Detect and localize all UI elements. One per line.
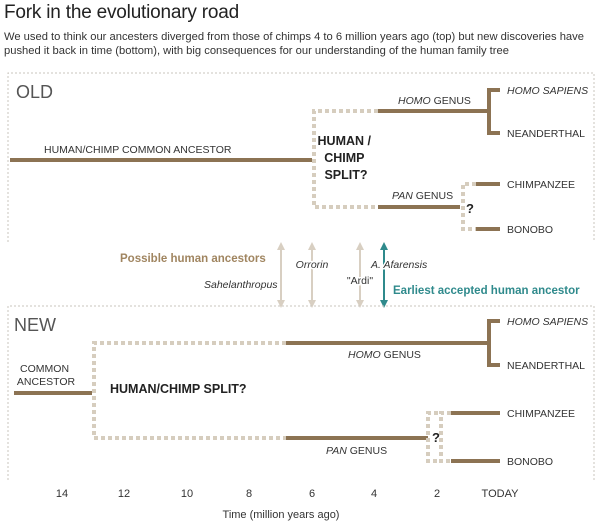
new-homo-genus-label: HOMO GENUS xyxy=(348,349,421,361)
old-panel-frame xyxy=(7,72,595,242)
new-pan-dotted-fork-left xyxy=(426,411,438,463)
page-subtitle: We used to think our ancesters diverged … xyxy=(4,31,584,57)
new-pan-question: ? xyxy=(432,430,440,445)
new-neanderthal-label: NEANDERTHAL xyxy=(507,360,585,372)
page-title: Fork in the evolutionary road xyxy=(4,2,239,23)
new-homo-sapiens-label: HOMO SAPIENS xyxy=(507,316,588,328)
earliest-accepted-label: Earliest accepted human ancestor xyxy=(393,285,580,297)
sahelanthropus-label: Sahelanthropus xyxy=(204,279,278,291)
orrorin-label: Orrorin xyxy=(296,259,329,271)
axis-tick-12: 12 xyxy=(118,488,130,500)
old-split-dotted-bracket xyxy=(312,109,378,209)
possible-ancestors-label: Possible human ancestors xyxy=(120,253,266,265)
axis-tick-10: 10 xyxy=(181,488,193,500)
old-bonobo-label: BONOBO xyxy=(507,224,553,236)
old-panel: OLD HUMAN/CHIMP COMMON ANCESTOR HUMAN / … xyxy=(7,72,595,242)
old-neanderthal-label: NEANDERTHAL xyxy=(507,128,585,140)
old-homo-sapiens-label: HOMO SAPIENS xyxy=(507,85,588,97)
axis-tick-8: 8 xyxy=(246,488,252,500)
axis-tick-2: 2 xyxy=(434,488,440,500)
ancestor-markers: Possible human ancestors Orrorin Sahelan… xyxy=(120,242,580,308)
old-pan-dotted-fork xyxy=(461,182,476,231)
old-pan-question: ? xyxy=(466,201,474,216)
new-pan-dotted-fork-right xyxy=(439,411,451,463)
new-panel: NEW COMMON ANCESTOR HUMAN/CHIMP SPLIT? H… xyxy=(7,305,595,480)
axis-tick-4: 4 xyxy=(371,488,377,500)
time-axis: 14 12 10 8 6 4 2 TODAY Time (million yea… xyxy=(56,488,519,521)
old-common-ancestor-label: HUMAN/CHIMP COMMON ANCESTOR xyxy=(44,144,232,156)
axis-tick-today: TODAY xyxy=(482,488,520,500)
new-homo-fork xyxy=(487,319,500,367)
new-panel-label: NEW xyxy=(14,315,56,335)
ardi-label: "Ardi" xyxy=(347,275,373,287)
old-homo-fork xyxy=(487,88,500,135)
axis-tick-6: 6 xyxy=(309,488,315,500)
afarensis-label: A. Afarensis xyxy=(370,259,428,271)
axis-tick-14: 14 xyxy=(56,488,68,500)
axis-label: Time (million years ago) xyxy=(223,509,340,521)
new-common-ancestor-label: COMMON ANCESTOR xyxy=(17,363,76,388)
old-chimpanzee-label: CHIMPANZEE xyxy=(507,179,575,191)
old-split-label: HUMAN / CHIMP SPLIT? xyxy=(318,134,375,182)
new-split-dotted-bracket xyxy=(92,341,286,440)
new-pan-genus-label: PAN GENUS xyxy=(326,445,387,457)
old-panel-label: OLD xyxy=(16,82,53,102)
old-pan-genus-label: PAN GENUS xyxy=(392,190,453,202)
old-homo-genus-label: HOMO GENUS xyxy=(398,95,471,107)
new-split-label: HUMAN/CHIMP SPLIT? xyxy=(110,382,247,396)
new-chimpanzee-label: CHIMPANZEE xyxy=(507,408,575,420)
new-bonobo-label: BONOBO xyxy=(507,456,553,468)
